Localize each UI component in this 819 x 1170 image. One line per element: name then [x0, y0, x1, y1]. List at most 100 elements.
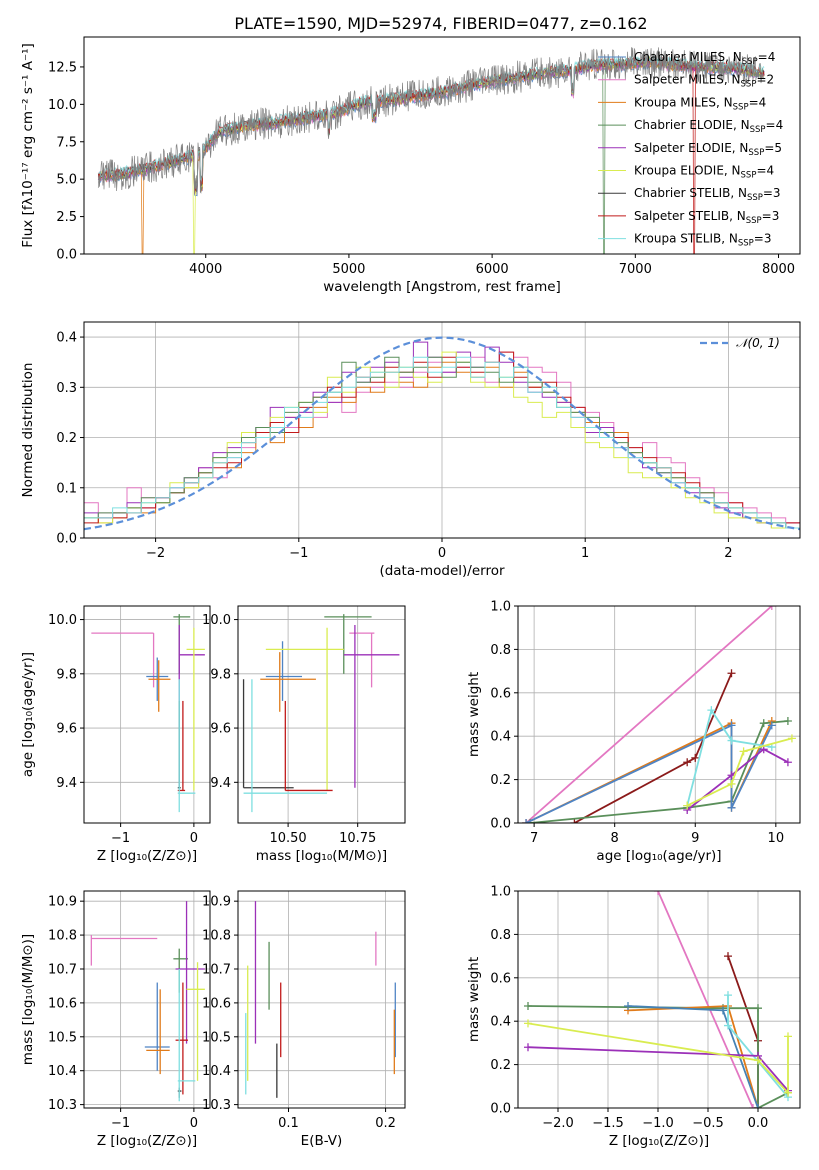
- y-tick-label: 0.1: [56, 481, 77, 496]
- axes-frame: [237, 605, 406, 824]
- weight-point-yellow: [784, 1088, 792, 1097]
- errorbar-pink: [349, 632, 375, 688]
- y-tick-label: 10.7: [202, 962, 231, 977]
- axes-frame: [83, 605, 211, 824]
- weight-point-darkred: [691, 753, 700, 762]
- x-axis-label: Z [log₁₀(Z/Z⊙)]: [97, 848, 197, 864]
- y-tick-label: 0.2: [490, 773, 511, 788]
- x-tick-label: 0: [190, 1116, 198, 1131]
- x-tick-label: −1.5: [592, 1116, 624, 1131]
- x-axis-label: E(B-V): [301, 1133, 343, 1149]
- errorbar-cyan: [177, 679, 196, 813]
- legend-sub: SSP: [748, 148, 764, 158]
- y-tick-label: 10.6: [48, 996, 77, 1011]
- errorbar-cyan: [243, 679, 328, 813]
- y-tick-label: 2.5: [56, 210, 77, 225]
- legend-label: Kroupa MILES, N: [634, 95, 733, 109]
- legend-suffix: =3: [763, 186, 781, 200]
- weight-point-green: [783, 717, 792, 726]
- x-axis-label: Z [log₁₀(Z/Z⊙)]: [609, 1133, 709, 1149]
- legend-sub: SSP: [746, 216, 762, 226]
- weight-point-yellow: [524, 1019, 532, 1028]
- weight-point-green: [754, 1004, 762, 1013]
- weight-line-darkred: [573, 672, 733, 823]
- x-axis-label: mass [log₁₀(M/M⊙)]: [256, 848, 387, 864]
- weight-point-yellow: [683, 801, 692, 810]
- legend-label: Kroupa ELODIE, N: [634, 164, 741, 178]
- weight-point-pink: [749, 1104, 757, 1108]
- y-tick-label: 0.2: [56, 431, 77, 446]
- x-tick-label: −1.0: [642, 1116, 674, 1131]
- legend-entry: Salpeter ELODIE, NSSP=5: [634, 141, 782, 158]
- errorbar-yellow: [265, 627, 344, 791]
- y-tick-label: 0.8: [490, 643, 511, 658]
- legend-label: Chabrier MILES, N: [634, 50, 742, 64]
- weight-point-steel: [754, 1104, 762, 1108]
- mass-vs-EBV-marks: [245, 901, 396, 1098]
- y-tick-label: 9.8: [56, 667, 77, 682]
- x-tick-label: 0.0: [748, 1116, 769, 1131]
- weight-point-yellow: [754, 1056, 762, 1065]
- y-tick-label: 0.4: [490, 730, 511, 745]
- y-tick-label: 0.6: [490, 971, 511, 986]
- y-tick-label: 0.4: [56, 331, 77, 346]
- weight-line-blue: [525, 723, 773, 823]
- y-tick-label: 10.5: [202, 1030, 231, 1045]
- errorbar-blue: [144, 982, 170, 1071]
- y-tick-label: 10.9: [202, 895, 231, 910]
- legend-sub: SSP: [741, 80, 757, 90]
- legend-sub: SSP: [741, 171, 757, 181]
- legend-suffix: =4: [756, 164, 774, 178]
- weight-point-cyan: [707, 706, 716, 715]
- x-tick-label: 10: [768, 831, 785, 846]
- legend-sub: SSP: [742, 57, 758, 67]
- y-tick-label: 1.0: [490, 600, 511, 615]
- legend-entry: Salpeter STELIB, NSSP=3: [634, 209, 779, 226]
- axes-frame: [517, 605, 801, 824]
- y-axis-label: Normed distribution: [20, 363, 36, 498]
- weight-line-purple: [686, 748, 789, 811]
- y-tick-label: 10.3: [202, 1098, 231, 1113]
- x-tick-label: 0: [190, 831, 198, 846]
- x-tick-label: 10.75: [339, 831, 376, 846]
- x-tick-label: 9: [691, 831, 699, 846]
- errorbar-pink: [90, 935, 158, 966]
- panel-age-vs-mass: 10.50 10.75 9.4 9.6 9.8 10.0 mass [log₁₀(M/M⊙)…: [202, 605, 406, 864]
- weight-point-blue: [727, 803, 736, 812]
- weight-point-cyan: [724, 991, 732, 1000]
- x-tick-label: 6000: [476, 262, 509, 277]
- x-tick-label: 2: [724, 546, 732, 561]
- legend-suffix: =4: [758, 50, 776, 64]
- legend-entry: Chabrier STELIB, NSSP=3: [634, 186, 781, 203]
- y-tick-label: 9.4: [56, 776, 77, 791]
- weight-point-darkred: [727, 669, 736, 678]
- legend-sub: SSP: [750, 125, 766, 135]
- y-tick-label: 10.3: [48, 1098, 77, 1113]
- age-vs-mass-marks: [242, 614, 400, 813]
- errorbar-purple: [343, 624, 400, 788]
- errorbar-orange: [148, 660, 171, 712]
- legend-label: Kroupa STELIB, N: [634, 232, 738, 246]
- axes-frame: [83, 321, 801, 539]
- weight-point-yellow: [787, 734, 796, 743]
- weight-line-pink: [525, 606, 773, 823]
- errorbar-green: [173, 614, 191, 674]
- weight-line-cyan: [686, 708, 772, 806]
- weight-point-darkred: [683, 758, 692, 767]
- y-tick-label: 10.9: [48, 895, 77, 910]
- y-axis-label: Flux [fλ10⁻¹⁷ erg cm⁻² s⁻¹ A⁻¹]: [20, 43, 36, 248]
- y-tick-label: 12.5: [48, 60, 77, 75]
- legend-suffix: =4: [749, 95, 767, 109]
- y-axis-label: mass weight: [466, 957, 482, 1042]
- weight-point-blue: [727, 721, 736, 730]
- y-tick-label: 0.0: [490, 1102, 511, 1117]
- y-axis-label: age [log₁₀(age/yr)]: [20, 652, 36, 777]
- legend-sub: SSP: [747, 193, 763, 203]
- y-tick-label: 0.0: [490, 817, 511, 832]
- panel-spectrum: PLATE=1590, MJD=52974, FIBERID=0477, z=0…: [20, 14, 801, 295]
- y-axis-label: mass weight: [466, 672, 482, 757]
- panel-weight-vs-Z: −2.0 −1.5 −1.0 −0.5 0.0 0.0 0.2 0.4 0.6 0.8 1.0 Z […: [466, 885, 801, 1149]
- x-tick-label: −1: [111, 831, 130, 846]
